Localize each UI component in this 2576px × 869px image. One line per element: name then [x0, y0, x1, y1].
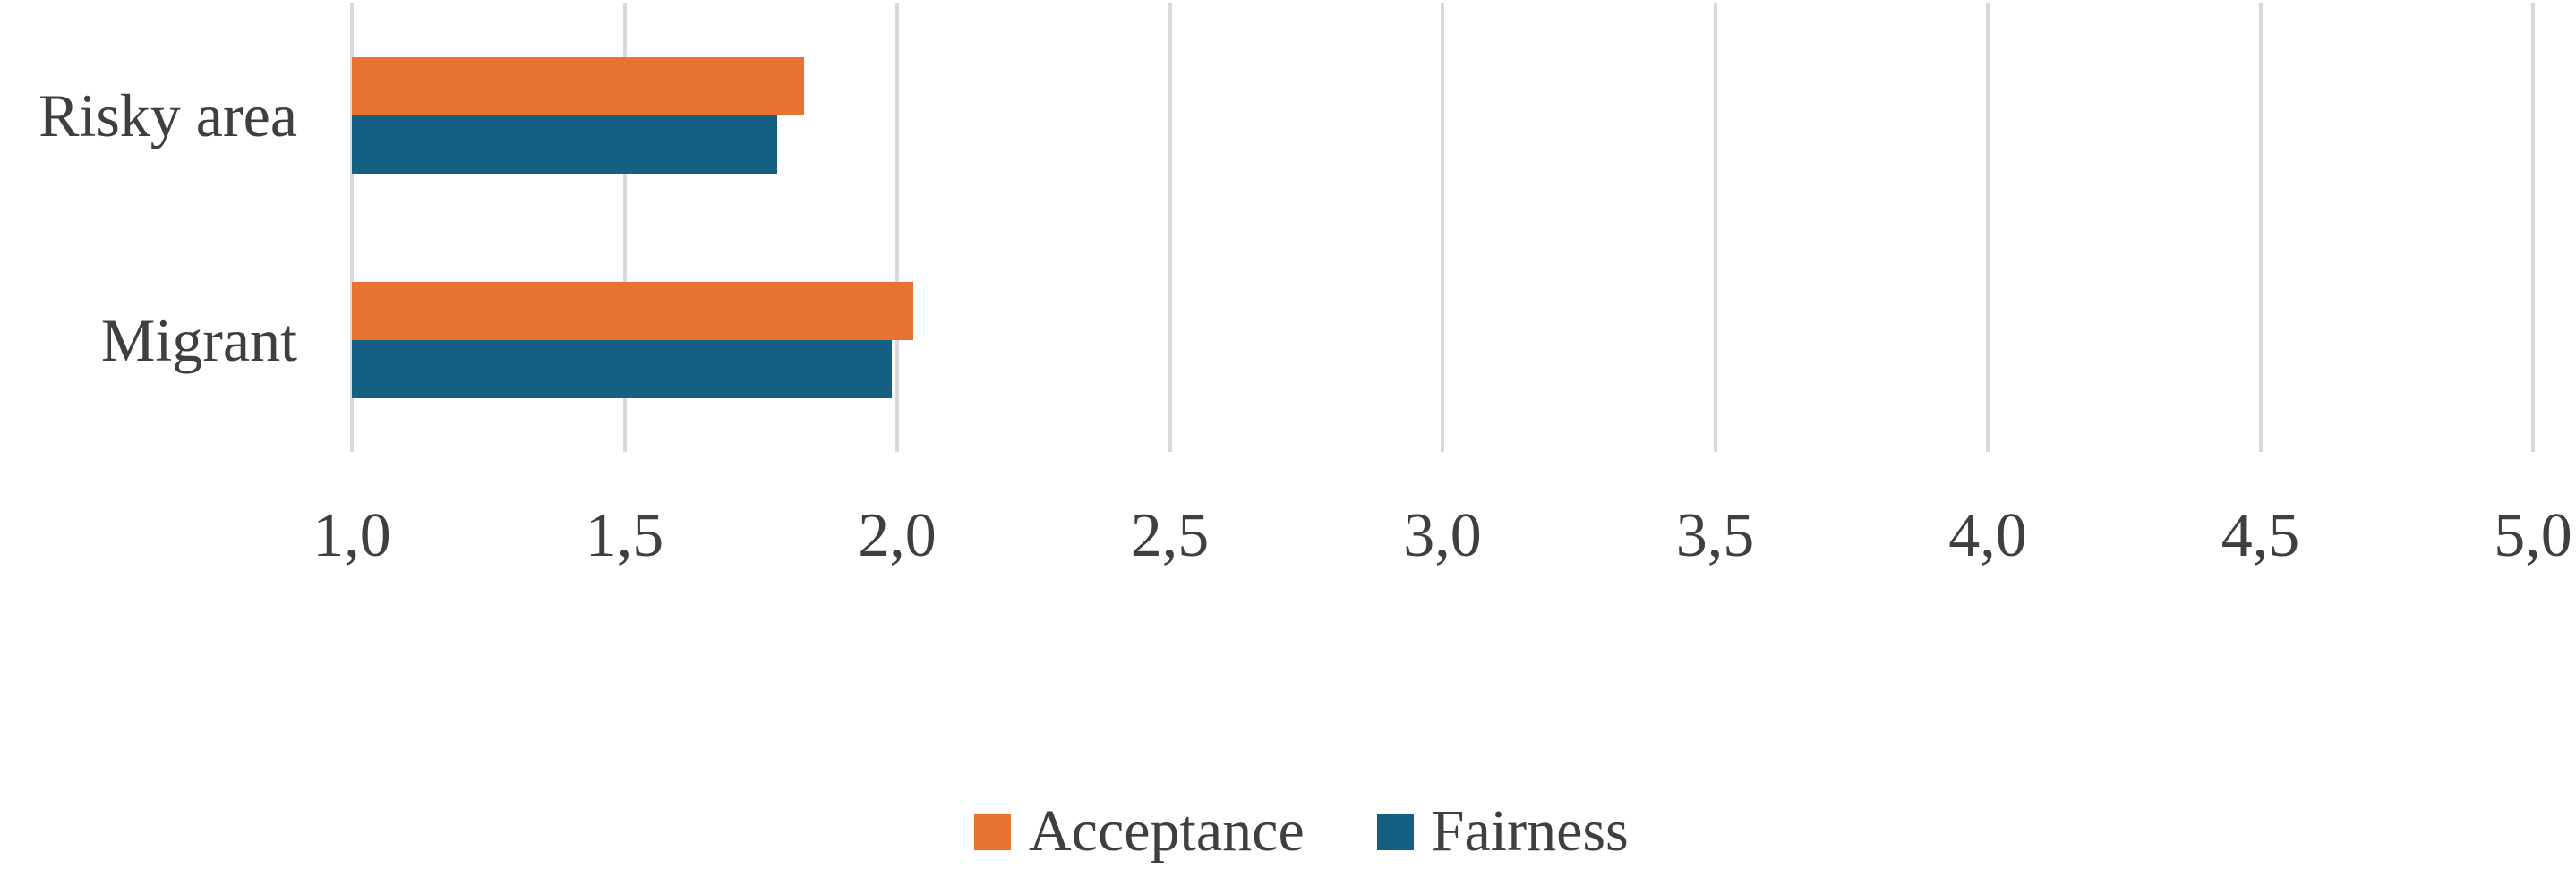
x-axis: 1,0 1,5 2,0 2,5 3,0 3,5 4,0 4,5 5,0 [0, 498, 2576, 578]
vertical-gridline [1986, 3, 1990, 452]
legend-swatch-fairness-icon [1376, 813, 1414, 850]
x-tick-label-5-0: 5,0 [2494, 501, 2572, 570]
vertical-gridline [1168, 3, 1172, 452]
bar-fairness-migrant [352, 339, 892, 398]
category-label-migrant: Migrant [100, 305, 297, 374]
category-label-risky-area: Risky area [39, 81, 297, 149]
x-tick-label-2-0: 2,0 [858, 501, 937, 570]
legend-label-fairness: Fairness [1431, 798, 1629, 864]
legend-item-acceptance: Acceptance [974, 802, 1305, 861]
legend: Acceptance Fairness [974, 802, 1629, 861]
vertical-gridline [2531, 3, 2535, 452]
category-axis: Risky area Migrant [0, 3, 297, 452]
bar-acceptance-migrant [352, 281, 914, 340]
x-tick-label-2-5: 2,5 [1130, 501, 1210, 570]
vertical-gridline [1441, 3, 1444, 452]
bar-acceptance-risky-area [352, 56, 805, 115]
x-tick-label-1-0: 1,0 [312, 501, 391, 570]
x-tick-label-3-5: 3,5 [1675, 501, 1755, 570]
legend-swatch-acceptance-icon [974, 813, 1011, 850]
x-tick-label-1-5: 1,5 [585, 501, 664, 570]
legend-item-fairness: Fairness [1376, 798, 1629, 864]
bar-fairness-risky-area [352, 115, 778, 174]
x-tick-label-4-0: 4,0 [1948, 501, 2027, 570]
x-tick-label-4-5: 4,5 [2221, 501, 2300, 570]
vertical-gridline [1713, 3, 1717, 452]
vertical-gridline [350, 3, 354, 452]
plot-area [350, 3, 2535, 452]
vertical-gridline [895, 3, 899, 452]
vertical-gridline [2258, 3, 2263, 452]
vertical-gridline [622, 3, 627, 452]
x-tick-label-3-0: 3,0 [1403, 501, 1482, 570]
legend-label-acceptance: Acceptance [1029, 798, 1305, 864]
